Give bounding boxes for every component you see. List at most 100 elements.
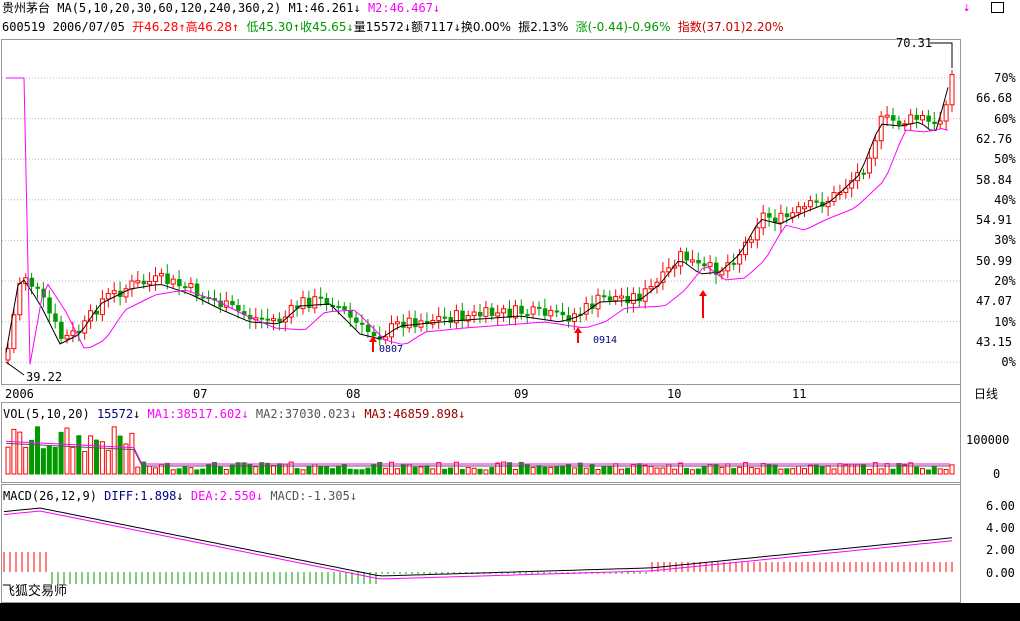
price-axis-label: 50.99 <box>976 253 1013 268</box>
m2-value: M2:46.467 <box>367 1 433 15</box>
macd-diff-line <box>3 507 953 577</box>
volume-bar <box>394 468 400 475</box>
volume-current: 15572 <box>96 407 134 421</box>
candle-body <box>360 322 365 325</box>
period-daily-tab[interactable]: 日线 <box>974 387 999 401</box>
volume-bar <box>802 468 807 475</box>
volume-bar <box>76 435 82 475</box>
volume-bar <box>377 461 383 475</box>
buy-signal-arrow <box>699 290 707 318</box>
volume-bar <box>766 463 772 475</box>
candle-body <box>442 316 448 319</box>
candle-body <box>773 217 778 223</box>
down-arrow-icon: ↓ <box>453 20 461 34</box>
up-arrow-icon: ↑ <box>292 20 301 34</box>
volume-bar <box>725 463 731 475</box>
moving-average-lines <box>5 77 949 365</box>
candle-body <box>884 114 890 118</box>
volume-bar <box>347 468 353 475</box>
candle-body <box>212 297 217 301</box>
volume-bar <box>123 443 129 475</box>
candle-body <box>265 318 271 321</box>
volume-bar <box>861 464 866 475</box>
candle-body <box>413 318 418 328</box>
volume-bar <box>831 468 837 475</box>
restore-window-icon[interactable] <box>991 2 1004 13</box>
candle-body <box>453 310 459 324</box>
amount-value: 额7117 <box>411 20 454 34</box>
candle-body <box>53 313 58 322</box>
index-value: 指数(37.01)2.20% <box>677 20 784 34</box>
volume-bar <box>229 464 235 475</box>
volume-title: VOL(5,10,20) <box>3 407 90 421</box>
volume-bar <box>135 466 141 475</box>
pin-arrow-icon[interactable]: ⇣ <box>963 0 971 14</box>
volume-bar <box>937 468 943 475</box>
volume-bar <box>288 461 294 475</box>
ma-line-short <box>5 87 949 353</box>
candle-body <box>165 273 170 285</box>
price-axis-label: 66.68 <box>976 91 1013 106</box>
volume-header: VOL(5,10,20) 15572↓ MA1:38517.602↓ MA2:3… <box>3 407 465 421</box>
macd-diff: DIFF:1.898 <box>104 489 177 503</box>
volume-axis-label-0: 0 <box>993 467 1001 481</box>
down-arrow-icon: ↓ <box>353 1 361 15</box>
candle-body <box>123 288 129 298</box>
candle-body <box>731 262 737 265</box>
candle-body <box>99 298 105 316</box>
volume-bar <box>813 464 819 475</box>
candle-body <box>754 227 760 241</box>
ma-line-long <box>6 77 949 365</box>
volume-value: 量15572 <box>353 20 404 34</box>
volume-bar <box>548 466 554 475</box>
price-grid <box>2 77 960 363</box>
candle-body <box>583 303 589 315</box>
candle-body <box>843 187 849 194</box>
volume-bar <box>884 463 890 475</box>
volume-bar <box>99 441 105 475</box>
m1-value: M1:46.261 <box>288 1 354 15</box>
candle-body <box>271 318 276 322</box>
price-axis-label: 50% <box>994 152 1016 167</box>
candle-body <box>230 300 235 306</box>
volume-bar <box>94 439 99 475</box>
low-price: 低45.30 <box>246 20 293 34</box>
volume-bar <box>436 462 442 475</box>
candle-body <box>318 296 324 299</box>
candle-body <box>501 308 507 314</box>
candle-body <box>465 315 471 322</box>
volume-bar <box>359 469 365 475</box>
candle-body <box>11 314 17 350</box>
candle-body <box>807 200 813 208</box>
volume-bar <box>648 465 654 475</box>
candle-body <box>94 310 99 315</box>
down-arrow-icon: ↓ <box>432 1 441 15</box>
volume-bar <box>931 466 937 475</box>
stock-name: 贵州茅台 <box>2 1 51 15</box>
candle-body <box>35 286 40 289</box>
candle-body <box>105 293 111 300</box>
volume-bar <box>866 469 872 475</box>
chart-header-line-1: 贵州茅台 MA(5,10,20,30,60,120,240,360,2) M1:… <box>2 1 440 15</box>
volume-bar <box>737 466 743 475</box>
candle-body <box>748 239 754 243</box>
price-axis-label: 58.84 <box>976 172 1013 187</box>
volume-bar <box>560 465 566 475</box>
volume-bar <box>389 461 394 475</box>
volume-bar <box>418 466 424 475</box>
candle-body <box>560 311 566 316</box>
candle-body <box>872 140 878 159</box>
volume-bar <box>471 467 477 475</box>
macd-header: MACD(26,12,9) DIFF:1.898↓ DEA:2.550↓ MAC… <box>3 489 357 503</box>
volume-ma2: MA2:37030.023 <box>255 407 350 421</box>
candle-body <box>796 206 802 214</box>
candle-body <box>394 321 400 325</box>
candle-body <box>891 115 896 121</box>
down-arrow-icon: ↓ <box>458 407 466 421</box>
volume-bar <box>111 426 117 475</box>
volume-bar <box>88 435 94 475</box>
candle-body <box>607 296 613 301</box>
candle-body <box>135 280 141 284</box>
time-label-08: 08 <box>346 387 361 401</box>
